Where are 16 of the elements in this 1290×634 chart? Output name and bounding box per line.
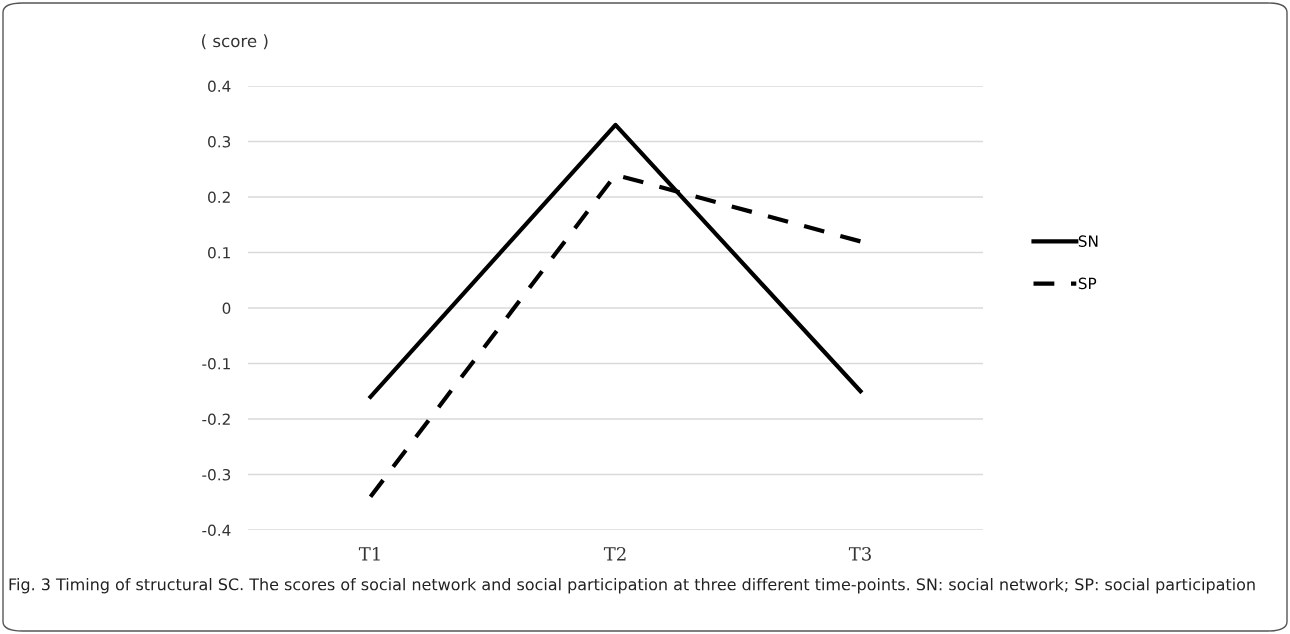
legend-label: SP [1078, 277, 1097, 290]
y-tick-label: 0.2 [208, 191, 230, 204]
x-tick-label: T1 [358, 546, 380, 561]
x-tick-label: T3 [848, 546, 871, 561]
legend-label: SN [1078, 235, 1098, 247]
x-tick-label: T2 [603, 546, 626, 561]
y-tick-label: -0.2 [202, 413, 230, 426]
y-tick-label: -0.3 [202, 468, 231, 481]
y-tick-label: 0 [222, 302, 231, 315]
y-tick-label: 0.3 [208, 135, 231, 148]
y-tick-label: -0.4 [202, 524, 231, 537]
y-tick-label: 0.4 [208, 80, 231, 93]
y-tick-label: 0.1 [208, 246, 230, 259]
y-axis-title: ( score ) [202, 34, 268, 50]
caption: Fig. 3 Timing of structural SC. The scores of social network and social participation at three different time-points. SN: social network; SP: social participation [9, 578, 1255, 594]
y-tick-label: -0.1 [202, 357, 230, 370]
